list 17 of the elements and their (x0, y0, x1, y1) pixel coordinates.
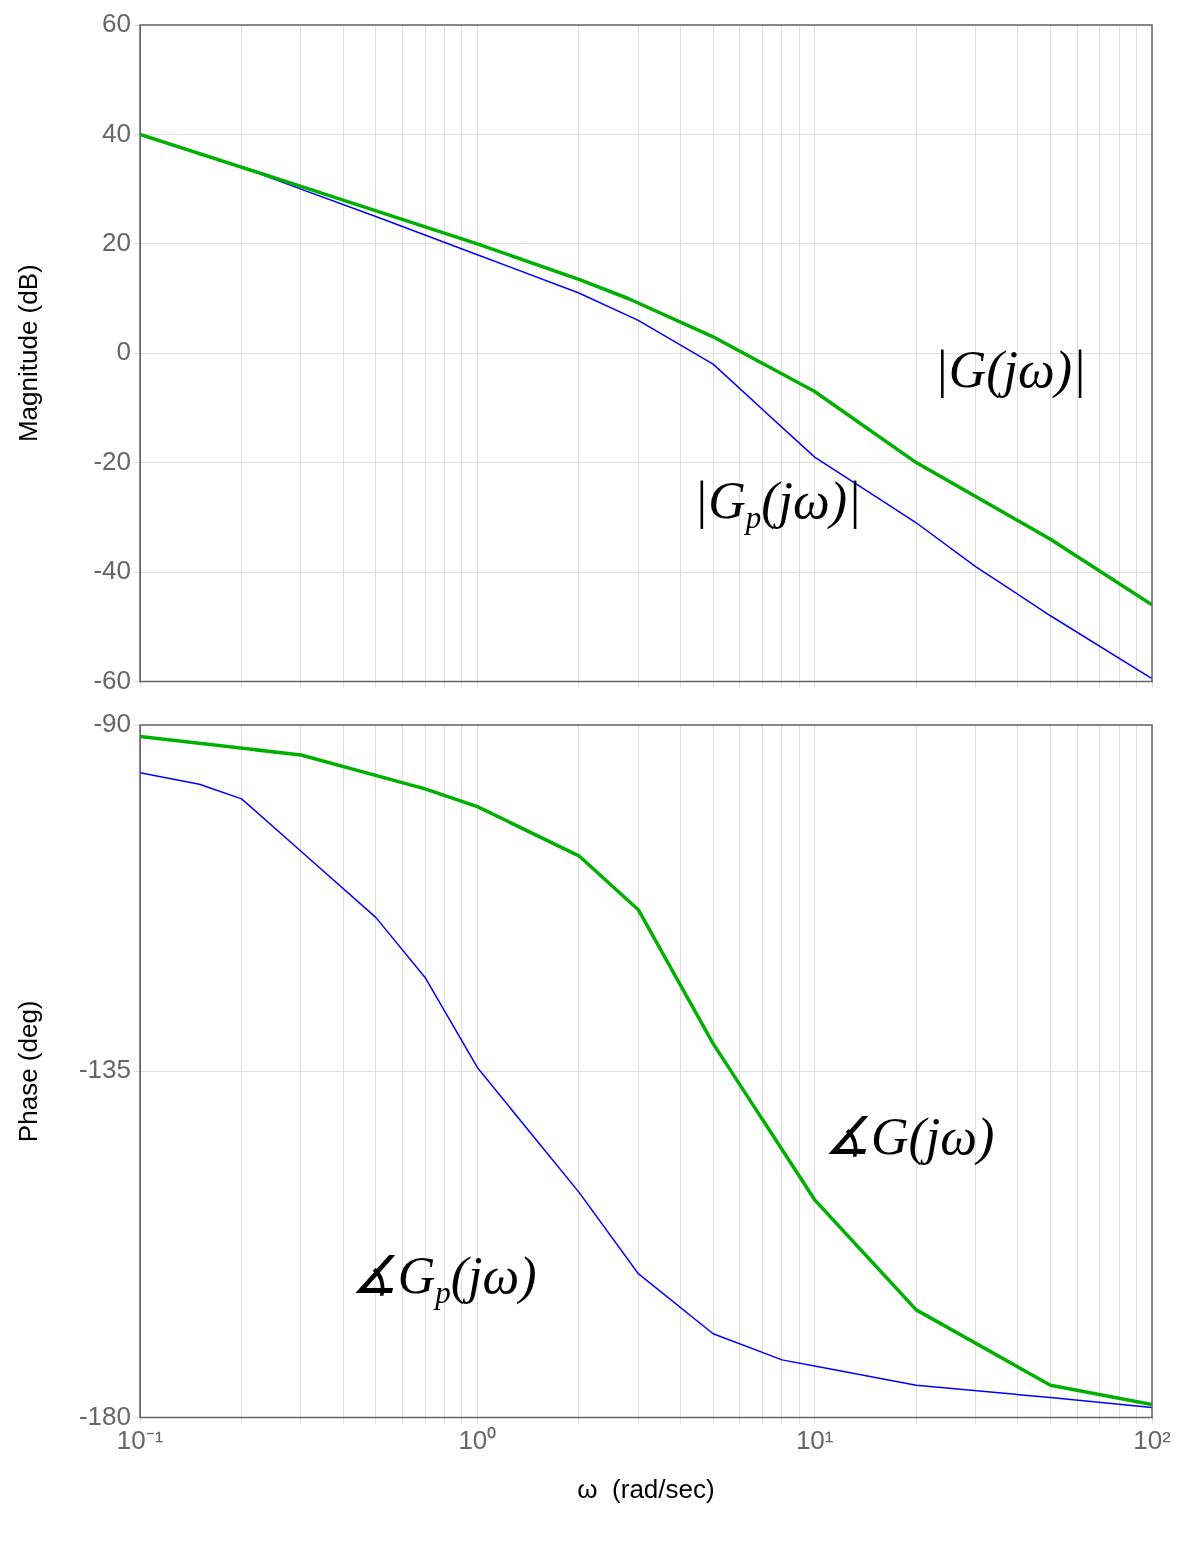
y-tick-label: -60 (93, 664, 131, 695)
x-tick-label: 10⁰ (458, 1425, 497, 1456)
y-tick-label: -40 (93, 555, 131, 586)
y-tick-label: 20 (102, 226, 131, 257)
y-tick-label: 40 (102, 117, 131, 148)
y-tick-label: -135 (78, 1054, 131, 1085)
y-axis-title: Magnitude (dB) (12, 264, 43, 443)
annotation: ∡G(jω) (823, 1108, 995, 1167)
x-tick-label: 10¹ (795, 1425, 834, 1456)
y-tick-label: 60 (102, 8, 131, 39)
y-axis-title: Phase (deg) (12, 1000, 43, 1143)
x-tick-label: 10² (1133, 1425, 1172, 1456)
y-tick-label: 0 (116, 336, 131, 367)
y-tick-label: -90 (93, 708, 131, 739)
annotation: |G(jω)| (934, 340, 1087, 399)
y-tick-label: -20 (93, 445, 131, 476)
x-axis-title: ω (rad/sec) (577, 1473, 715, 1504)
